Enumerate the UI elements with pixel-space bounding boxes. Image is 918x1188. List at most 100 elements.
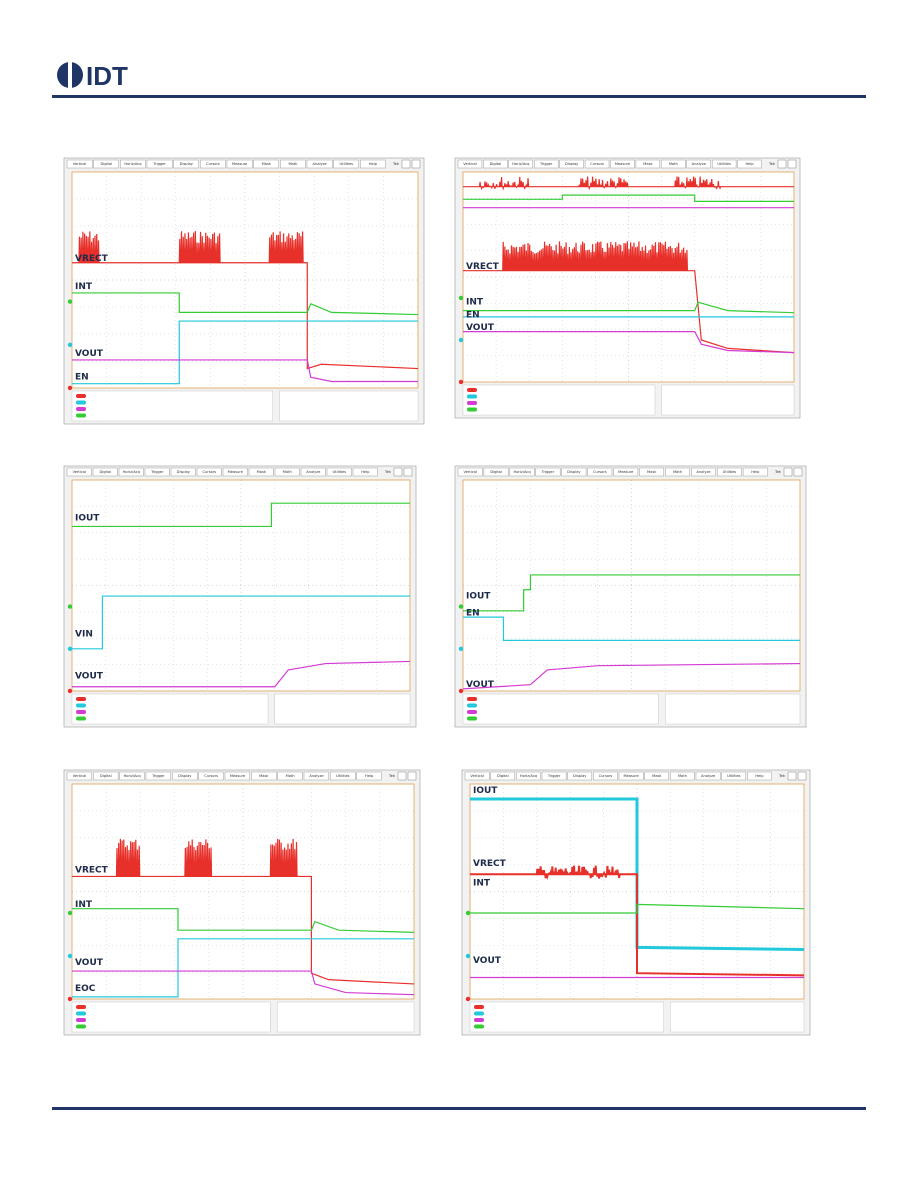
menu-button [145,771,172,781]
menu-button [66,771,93,781]
waveform [463,194,794,202]
channel-badge [76,407,86,411]
scope-screenshot: Vertical Digital Horiz/Acq Trigger Display Cu… [454,157,801,419]
signal-label: VRECT [75,866,109,876]
menu-item: Display [178,774,192,778]
menu-button [686,159,711,169]
menu-item: Measure [232,162,248,166]
logo-text: IDT [86,61,128,91]
channel-badge [474,1018,484,1022]
menu-button [333,159,360,169]
info-panel [462,384,656,416]
signal-label: INT [75,282,93,292]
window-button [407,771,417,781]
waveform [72,502,410,528]
window-button [393,467,403,477]
menu-item: Analyze [701,774,716,778]
signal-label: EOC [75,984,96,994]
menu-item: Trigger [547,774,561,778]
menu-item: Display [177,470,191,474]
waveform [463,331,795,354]
tek-label: Tek [778,774,786,778]
channel-badge [76,703,86,708]
menu-button [457,467,483,477]
menu-item: Vertical [73,470,86,474]
menu-button [93,771,119,781]
menu-button [587,467,613,477]
menu-item: Trigger [150,470,164,474]
info-panel [665,693,801,725]
menu-item: Mask [262,162,272,166]
waveform [462,662,801,690]
menu-item: Measure [230,774,246,778]
menu-item: Utilities [333,470,347,474]
menu-item: Display [567,470,581,474]
logo-slit [68,60,72,90]
menu-button [120,159,146,169]
menu-button [198,771,224,781]
channel-marker [465,953,471,959]
channel-marker [67,953,73,959]
channel-marker [458,379,464,385]
menu-button [119,771,145,781]
menu-button [92,467,118,477]
signal-label: VRECT [75,254,109,264]
channel-badge [467,388,477,392]
menu-button [610,159,635,169]
menu-item: Horiz/Acq [514,470,531,474]
footer-rule [52,1107,866,1110]
menu-item: Analyze [696,470,711,474]
menu-item: Measure [615,162,631,166]
menu-item: Math [288,162,297,166]
info-panel [71,390,273,422]
menu-button [248,467,274,477]
menu-item: Math [283,470,292,474]
channel-badge [76,1011,86,1016]
channel-marker [458,337,464,343]
menu-item: Mask [643,162,653,166]
menu-item: Help [751,470,760,474]
info-panel [71,693,269,725]
scope-screenshot: Vertical Digital Horiz/Acq Trigger Display Cu… [63,465,417,728]
menu-item: Math [286,774,295,778]
menu-button [483,467,509,477]
channel-badge [76,1018,86,1022]
channel-marker [67,910,73,916]
menu-button [457,159,483,169]
menu-button [303,771,330,781]
info-panel [670,1001,805,1033]
menu-button [222,467,248,477]
scope-screenshot: Vertical Digital Horiz/Acq Trigger Display Cu… [461,769,811,1036]
menu-item: Mask [257,470,267,474]
window-button [777,159,787,169]
menu-button [737,159,762,169]
waveform [72,292,419,316]
waveform [463,241,795,354]
menu-button [567,771,593,781]
logo: IDT [57,60,128,91]
waveform [72,938,414,998]
menu-button [196,467,222,477]
channel-marker [458,646,464,651]
menu-item: Cursors [593,470,607,474]
channel-badge [467,407,477,412]
menu-item: Analyze [306,470,321,474]
channel-badge [76,710,86,714]
waveform [72,320,418,385]
window-button [411,159,421,169]
menu-item: Horiz/Acq [124,774,141,778]
channel-badge [474,1005,484,1009]
menu-button [490,771,516,781]
menu-button [330,771,356,781]
menu-button [670,771,695,781]
signal-label: VOUT [75,349,104,359]
channel-marker [458,604,464,609]
signal-label: VRECT [466,262,500,272]
menu-item: Digital [99,470,111,474]
menu-item: Vertical [470,774,483,778]
channel-badge [76,400,86,405]
info-panel [462,693,659,725]
menu-item: Horiz/Acq [512,162,529,166]
channel-badge [467,710,477,714]
menu-button [326,467,352,477]
